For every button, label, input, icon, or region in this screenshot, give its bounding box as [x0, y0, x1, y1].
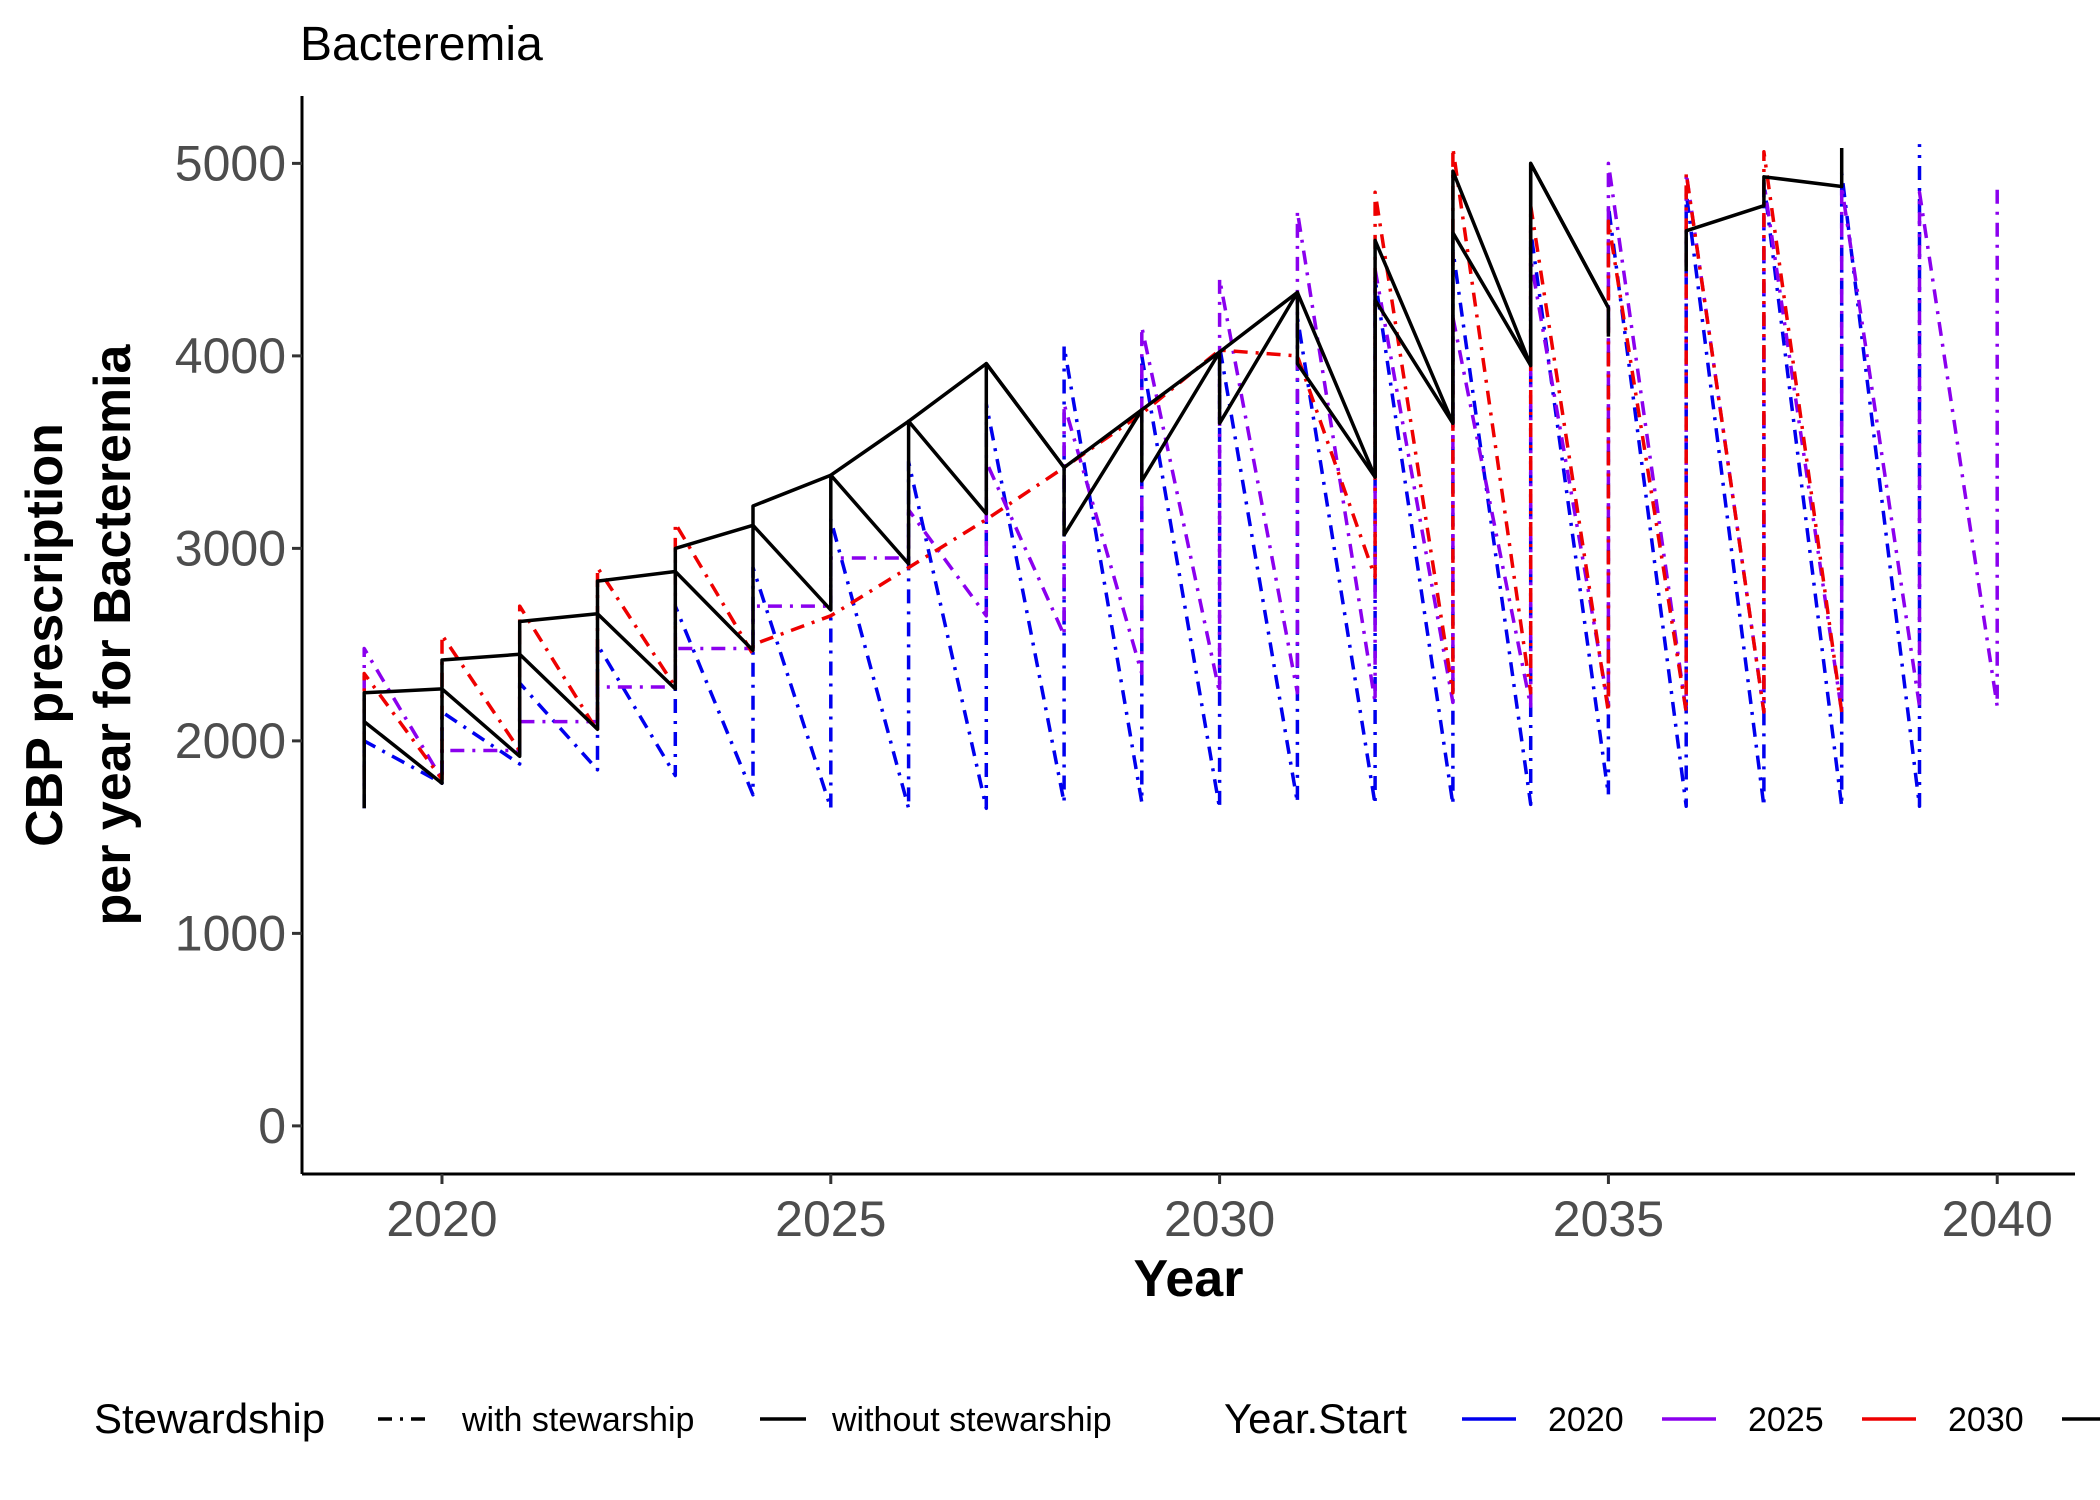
y-axis-title-line-2: per year for Bacteremia: [84, 343, 142, 925]
series-line-black-without-4: [362, 161, 1610, 722]
legend-label-2030: 2030: [1948, 1401, 2024, 1439]
y-tick-label: 2000: [175, 713, 286, 769]
series-line-black-without-5: [1684, 148, 1844, 272]
series-line-2025-with-1: [362, 161, 1999, 789]
y-axis-title-line-1: CBP prescription: [16, 423, 74, 847]
legend-title-stewardship: Stewardship: [94, 1395, 325, 1442]
y-tick-label: 1000: [175, 905, 286, 961]
y-tick-label: 5000: [175, 135, 286, 191]
y-axis-ticks: 0 1000 2000 3000 4000 5000: [175, 135, 302, 1154]
legend: Stewardship with stewarship without stew…: [94, 1395, 2100, 1442]
x-tick-label: 2025: [775, 1191, 886, 1247]
y-tick-label: 3000: [175, 520, 286, 576]
chart-title: Bacteremia: [300, 18, 543, 71]
y-axis-title: CBP prescription per year for Bacteremia: [16, 343, 142, 925]
legend-label-with-stewarship: with stewarship: [461, 1401, 694, 1439]
y-tick-label: 0: [258, 1098, 286, 1154]
x-tick-label: 2030: [1164, 1191, 1275, 1247]
x-tick-label: 2035: [1553, 1191, 1664, 1247]
series-line-black-without-3: [362, 161, 1611, 809]
plot-area: [362, 144, 1999, 811]
x-tick-label: 2040: [1942, 1191, 2053, 1247]
legend-label-without-stewarship: without stewarship: [831, 1401, 1112, 1439]
legend-label-2020: 2020: [1548, 1401, 1624, 1439]
legend-title-year-start: Year.Start: [1224, 1395, 1407, 1442]
x-axis-ticks: 2020 2025 2030 2035 2040: [386, 1174, 2053, 1247]
y-tick-label: 4000: [175, 328, 286, 384]
x-tick-label: 2020: [386, 1191, 497, 1247]
x-axis-title: Year: [1134, 1250, 1244, 1308]
legend-label-2025: 2025: [1748, 1401, 1824, 1439]
